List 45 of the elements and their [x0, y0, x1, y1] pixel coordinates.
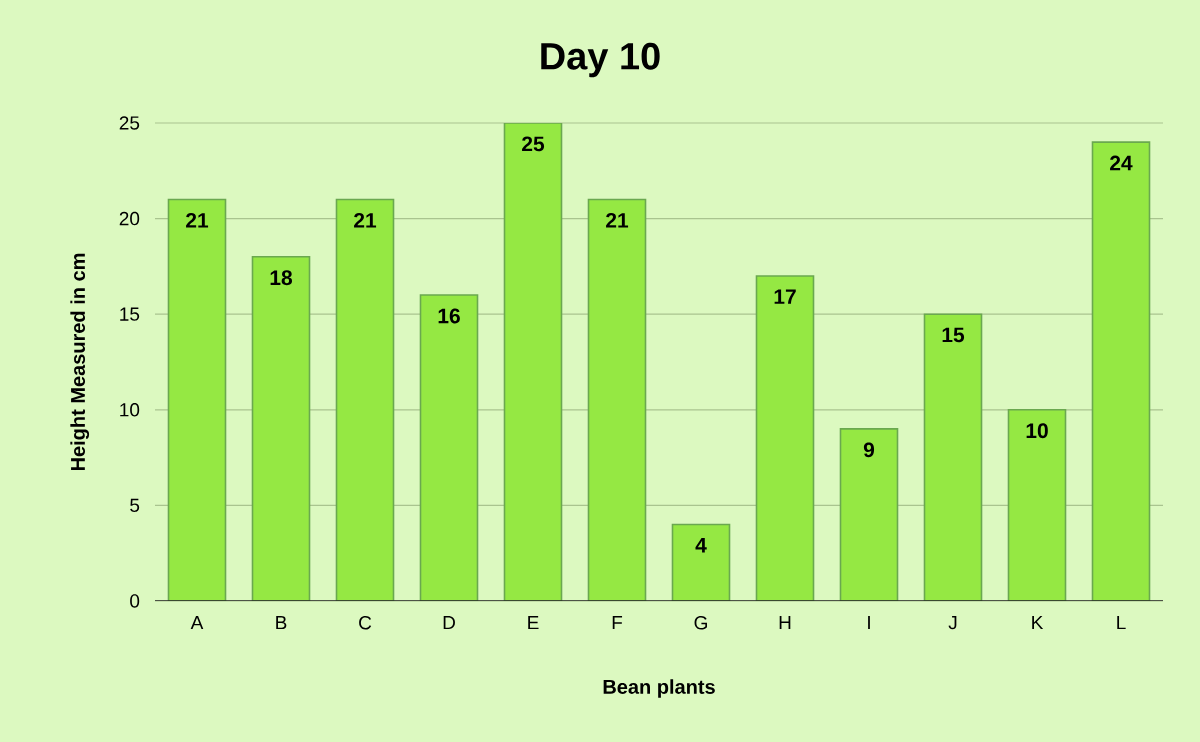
x-tick-label: B	[276, 616, 287, 630]
x-tick-label: G	[694, 616, 707, 630]
bar	[252, 256, 310, 601]
bar	[588, 199, 646, 601]
y-tick-label: 0	[130, 594, 140, 608]
bar	[756, 275, 814, 601]
bar	[336, 199, 394, 601]
data-label: 18	[270, 270, 293, 286]
bar	[168, 199, 226, 601]
y-tick-label: 10	[120, 403, 140, 417]
bar	[504, 122, 562, 601]
x-tick-label: L	[1117, 616, 1126, 630]
y-tick-label: 15	[120, 307, 140, 321]
chart-title: Day 10	[541, 42, 660, 78]
x-tick-label: A	[190, 616, 204, 630]
x-tick-label: H	[779, 616, 791, 630]
data-label: 16	[438, 308, 460, 324]
bar	[420, 295, 478, 601]
y-axis-title: Height Measured in cm	[70, 253, 90, 471]
x-tick-label: C	[359, 616, 372, 630]
data-label: 15	[942, 327, 965, 343]
data-label: 25	[522, 136, 545, 152]
data-label: 21	[606, 212, 629, 228]
x-tick-label: J	[948, 616, 957, 630]
bar	[840, 428, 898, 601]
data-label: 17	[774, 289, 796, 304]
bar	[672, 524, 730, 601]
data-label: 24	[1110, 155, 1133, 171]
x-axis-title: Bean plants	[603, 679, 715, 698]
x-tick-label: D	[443, 616, 455, 630]
x-tick-label: F	[612, 616, 623, 630]
data-label: 21	[186, 212, 209, 228]
y-tick-label: 20	[119, 211, 140, 226]
y-tick-label: 5	[130, 498, 140, 513]
data-label: 21	[354, 212, 377, 228]
data-label: 4	[695, 537, 707, 553]
x-tick-label: K	[1032, 616, 1044, 630]
data-label: 10	[1026, 423, 1048, 439]
y-tick-label: 25	[119, 116, 140, 130]
data-label: 9	[863, 442, 875, 458]
bar	[924, 314, 982, 601]
x-tick-label: I	[868, 616, 870, 630]
bar	[1008, 409, 1066, 601]
bar	[1091, 141, 1151, 601]
x-tick-label: E	[528, 616, 539, 630]
